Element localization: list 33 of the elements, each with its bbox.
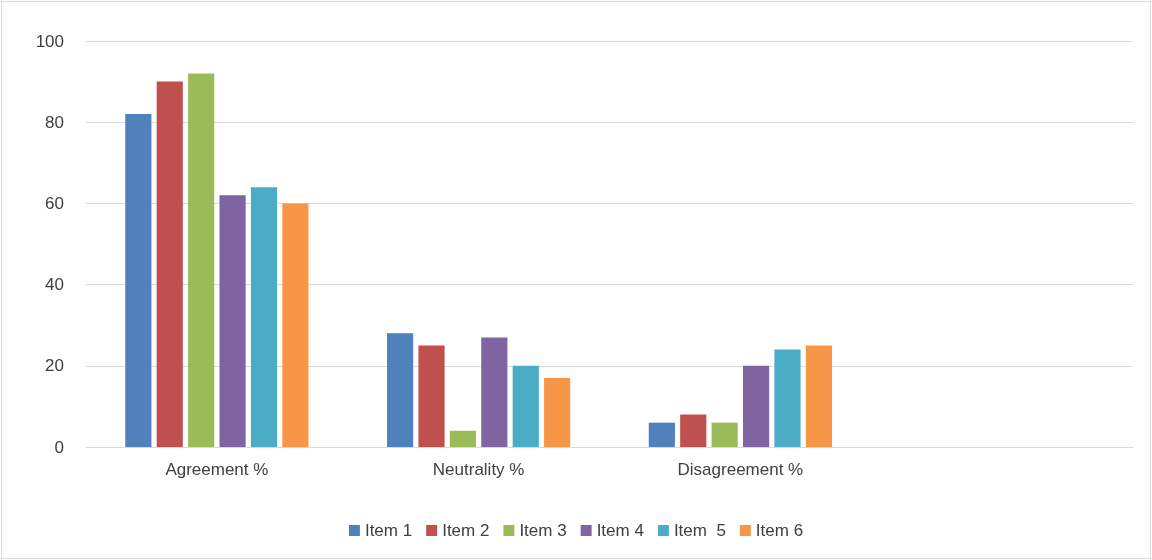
bar — [648, 422, 675, 447]
bar — [512, 365, 539, 447]
x-tick-label: Disagreement % — [677, 460, 804, 479]
y-tick-label: 20 — [45, 356, 64, 376]
bar — [774, 349, 801, 447]
legend-label: Item 3 — [519, 521, 567, 540]
bar — [711, 422, 738, 447]
y-tick-label: 100 — [35, 31, 64, 51]
bar — [188, 73, 215, 447]
bar — [125, 114, 152, 447]
legend-label: Item 4 — [596, 521, 644, 540]
y-tick-label: 60 — [45, 193, 64, 213]
legend-label: Item 1 — [364, 521, 413, 540]
bar — [387, 333, 414, 447]
legend-label: Item 5 — [673, 521, 726, 540]
bar — [250, 187, 278, 447]
y-tick-label: 80 — [45, 112, 64, 132]
bar — [742, 365, 770, 447]
bar — [219, 195, 246, 447]
y-tick-label: 40 — [45, 275, 64, 295]
x-tick-label: Neutrality % — [432, 460, 525, 479]
legend-label: Item 6 — [755, 521, 804, 540]
legend-label: Item 2 — [442, 521, 490, 540]
bar — [805, 345, 832, 447]
x-tick-label: Agreement % — [165, 460, 269, 479]
bar — [418, 345, 445, 447]
y-tick-label: 0 — [54, 437, 64, 457]
bar — [544, 377, 571, 447]
bar — [449, 430, 477, 447]
bar — [282, 203, 309, 447]
bar — [481, 337, 508, 447]
bar — [156, 81, 183, 447]
bar — [680, 414, 707, 447]
